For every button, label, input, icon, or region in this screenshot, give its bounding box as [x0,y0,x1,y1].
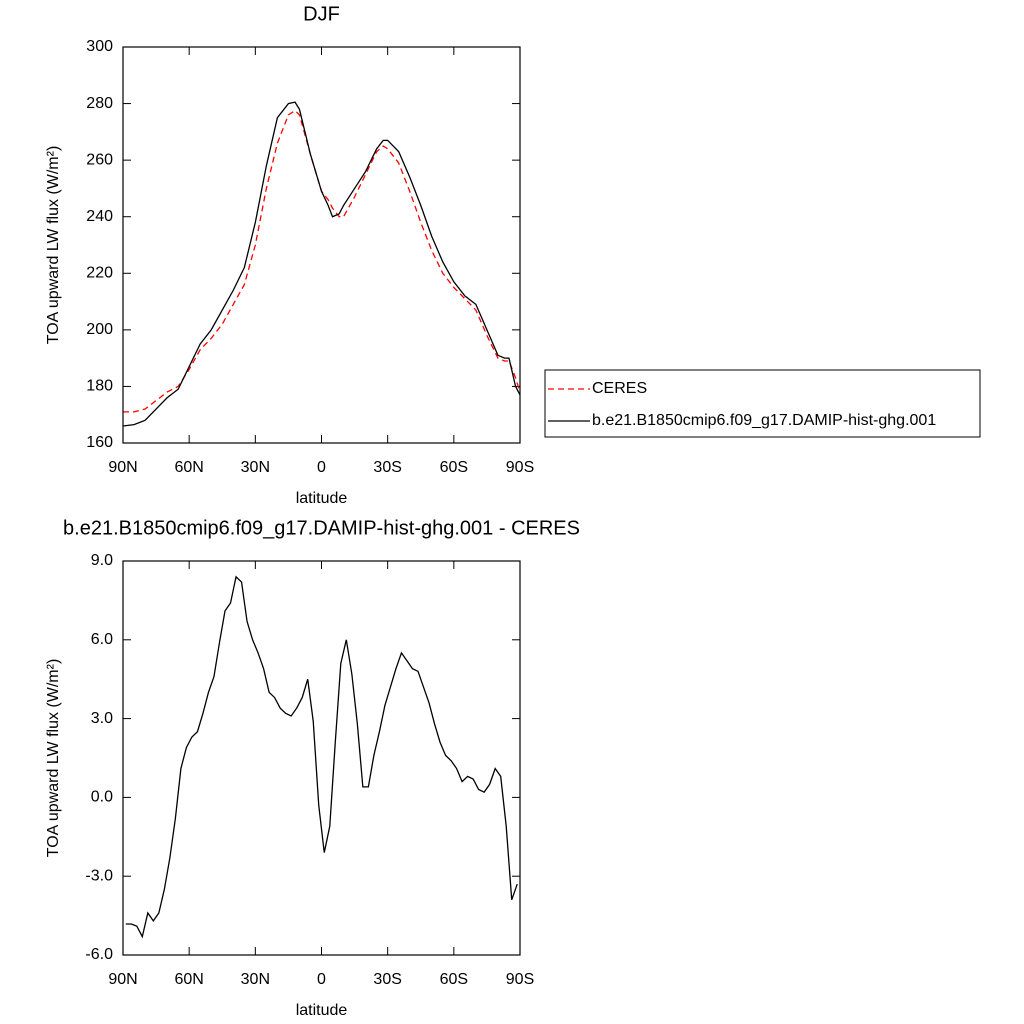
x-tick-label: 30N [241,459,270,476]
legend-label: b.e21.B1850cmip6.f09_g17.DAMIP-hist-ghg.… [592,412,936,429]
y-axis-label: TOA upward LW flux (W/m²) [45,659,62,858]
x-tick-label: 30S [373,459,401,476]
chart-title: b.e21.B1850cmip6.f09_g17.DAMIP-hist-ghg.… [63,517,580,539]
x-tick-label: 60N [174,459,203,476]
x-tick-label: 0 [317,459,326,476]
y-tick-label: 180 [86,378,113,395]
x-tick-label: 60S [440,971,468,988]
y-tick-label: -3.0 [85,867,113,884]
plot-frame [122,46,521,444]
legend-box [544,369,981,438]
x-tick-label: 90N [108,971,137,988]
data-line [123,109,521,413]
x-tick-label: 30S [373,971,401,988]
y-tick-label: 3.0 [91,710,113,727]
y-tick-label: 260 [86,151,113,168]
legend-label: CERES [592,380,647,397]
y-tick-label: 240 [86,208,113,225]
x-tick-label: 60N [174,971,203,988]
x-tick-label: 0 [317,971,326,988]
y-tick-label: 300 [86,38,113,55]
x-tick-label: 90S [506,459,534,476]
data-line [122,101,521,427]
y-tick-label: 160 [86,434,113,451]
chart-title: DJF [303,3,340,25]
y-tick-label: 6.0 [91,631,113,648]
x-tick-label: 30N [241,971,270,988]
y-tick-label: 220 [86,265,113,282]
x-tick-label: 90S [506,971,534,988]
x-axis-label: latitude [296,1002,348,1019]
x-axis-label: latitude [296,490,348,507]
data-line [125,575,518,939]
y-tick-label: 280 [86,95,113,112]
y-tick-label: 9.0 [91,552,113,569]
x-tick-label: 90N [108,459,137,476]
y-tick-label: 200 [86,321,113,338]
y-tick-label: -6.0 [85,946,113,963]
y-tick-label: 0.0 [91,789,113,806]
y-axis-label: TOA upward LW flux (W/m²) [45,146,62,345]
plot-frame [122,560,521,956]
x-tick-label: 60S [440,459,468,476]
